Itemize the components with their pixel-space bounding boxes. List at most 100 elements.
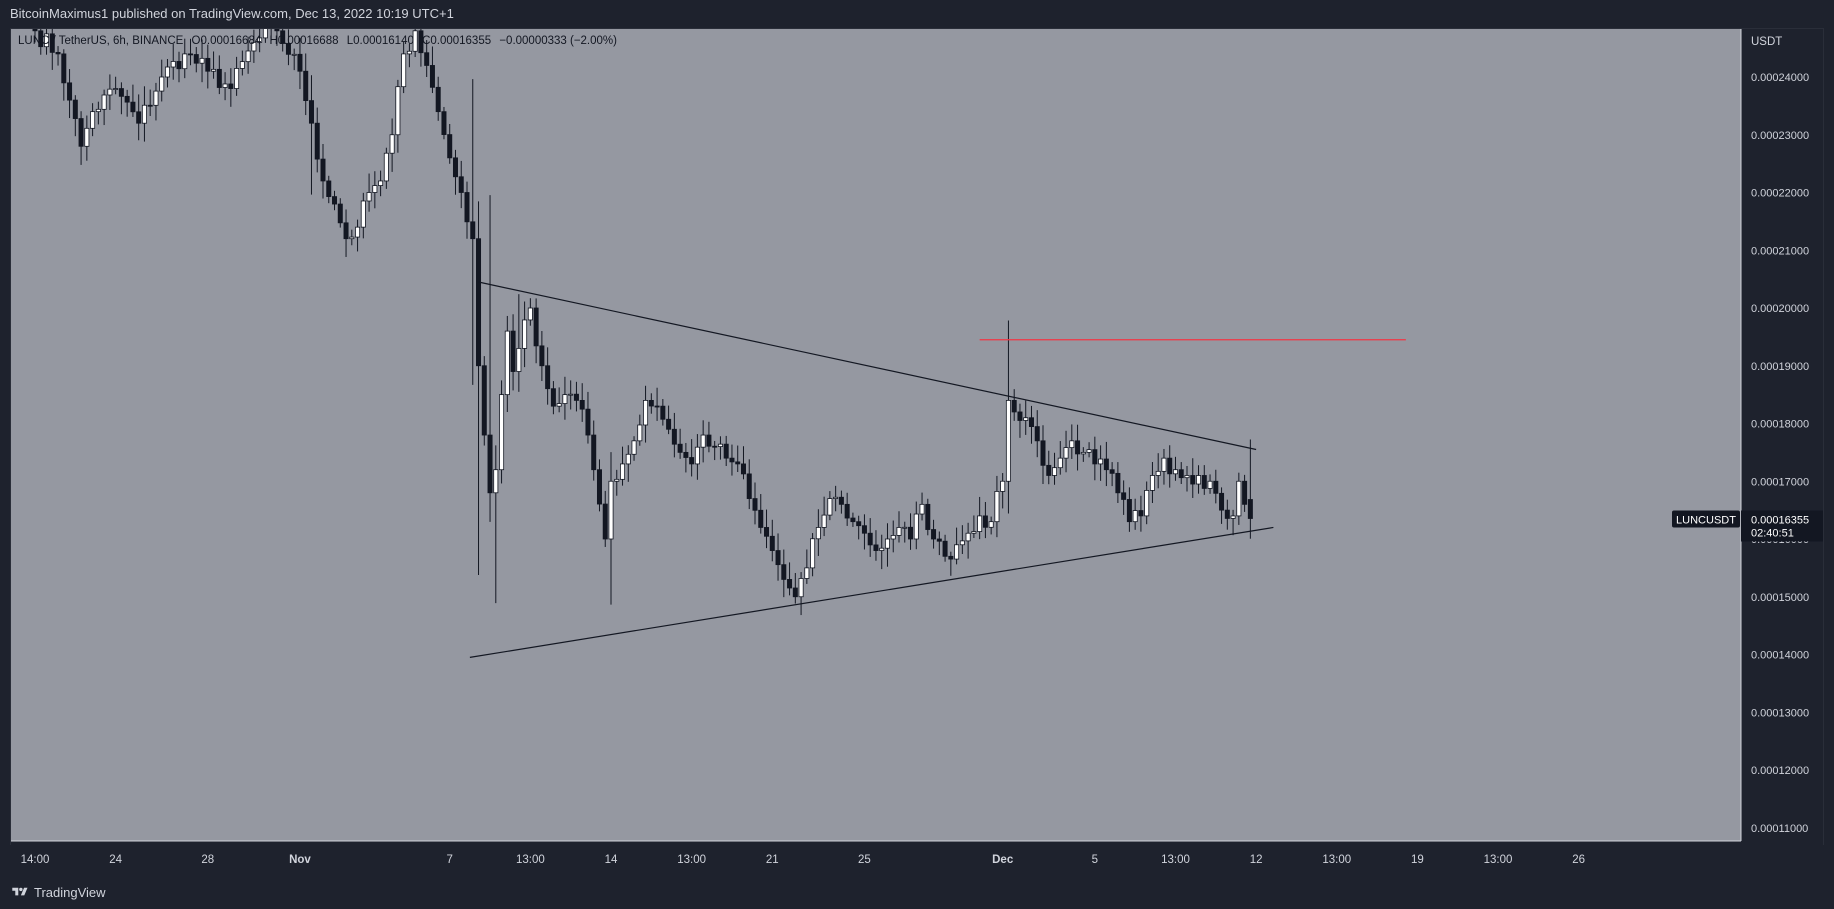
price-tick-label: 0.00018000 [1751,419,1809,431]
candle-body [1196,475,1202,485]
candle-body [735,461,741,465]
candle-body [919,503,925,515]
symbol-label-background [1672,510,1740,528]
price-tick-label: 0.00021000 [1751,245,1809,257]
candle-body [1190,475,1196,485]
candle-body [429,65,435,88]
candle-body [861,525,867,534]
candle-body [596,469,602,505]
candle-body [660,405,666,420]
candle-body [78,118,84,147]
price-chart[interactable]: 0.00011000 0.00012000 0.00013000 0.00014000… [0,0,1834,876]
candle-body [694,446,700,465]
footer-bar [0,876,1834,909]
candle-body [931,529,937,540]
candle-body [326,180,332,197]
ascending-trendline[interactable] [469,526,1274,658]
candle-body [994,491,1000,523]
candle-body [262,29,268,39]
candle-body [637,424,643,442]
candle-body [1121,492,1127,500]
candle-body [291,53,297,56]
price-tick-label: 0.00020000 [1751,303,1809,315]
publish-header: BitcoinMaximus1 published on TradingView… [0,0,1834,28]
candle-body [1115,472,1121,494]
candle-body [228,83,234,89]
candle-body [787,579,793,589]
candle-body [942,540,948,557]
candle-body [723,443,729,459]
candle-body [1224,509,1230,519]
candle-body [314,122,320,160]
candle-body [476,238,482,367]
candle-body [136,111,142,124]
candle-body [573,393,579,401]
candle-body [1184,475,1190,479]
candle-body [827,498,833,516]
candle-body [1149,475,1155,491]
drawings-layer [469,281,1406,658]
candle-body [1172,469,1178,475]
candle-body [470,221,476,240]
candle-body [251,41,257,52]
candle-body [740,463,746,475]
price-tick-label: 0.00015000 [1751,592,1809,604]
candle-body [648,399,654,407]
candle-body [84,127,90,147]
price-tick-label: 0.00022000 [1751,188,1809,200]
candle-body [406,50,412,55]
candle-body [1057,457,1063,469]
symbol-legend[interactable]: LUNC / TetherUS, 6h, BINANCE O0.00016684… [18,35,622,47]
candle-body [545,365,551,390]
tradingview-logo[interactable]: TradingView [10,883,106,901]
price-tick-label: 0.00014000 [1751,650,1809,662]
symbol-title[interactable]: LUNC / TetherUS, 6h, BINANCE [18,35,184,47]
candle-body [781,564,787,580]
candle-body [1069,440,1075,449]
candle-body [32,29,38,32]
candle-body [38,30,44,48]
candle-body [775,550,781,566]
candle-body [510,330,516,372]
candle-body [602,503,608,540]
candle-body [1144,490,1150,517]
candle-body [141,104,147,124]
candle-body [504,330,510,396]
price-tick-label: 0.00019000 [1751,361,1809,373]
candle-body [170,61,176,68]
price-scale-background[interactable] [1741,29,1823,841]
price-tick-label: 0.00013000 [1751,707,1809,719]
candle-body [896,527,902,536]
price-axis: 0.00011000 0.00012000 0.00013000 0.00014000… [1751,72,1809,835]
candles-layer [32,29,1253,616]
candle-body [1207,480,1213,489]
candle-body [925,503,931,530]
candle-body [798,578,804,598]
candle-body [758,509,764,528]
candle-body [188,53,194,56]
candle-body [193,54,199,64]
time-tick-label: Dec [992,854,1014,866]
candle-body [1236,480,1242,517]
time-tick-label: 7 [447,854,453,866]
candle-body [550,388,556,407]
candle-body [447,134,453,159]
chart-pane-background [11,29,1741,841]
candle-body [130,101,136,113]
price-tick-label: 0.00011000 [1751,823,1808,835]
candle-body [337,203,343,224]
time-scale-background[interactable] [11,841,1823,875]
candle-body [1201,475,1207,489]
tradingview-logo-icon [12,887,28,896]
candle-body [614,478,620,482]
candle-body [971,531,977,534]
candle-body [527,307,533,321]
candle-body [211,68,217,72]
candle-body [383,152,389,182]
descending-trendline[interactable] [478,281,1257,451]
candle-body [539,345,545,367]
candle-body [389,134,395,154]
candle-body [274,29,280,32]
candle-body [1017,411,1023,421]
candle-body [297,53,303,72]
